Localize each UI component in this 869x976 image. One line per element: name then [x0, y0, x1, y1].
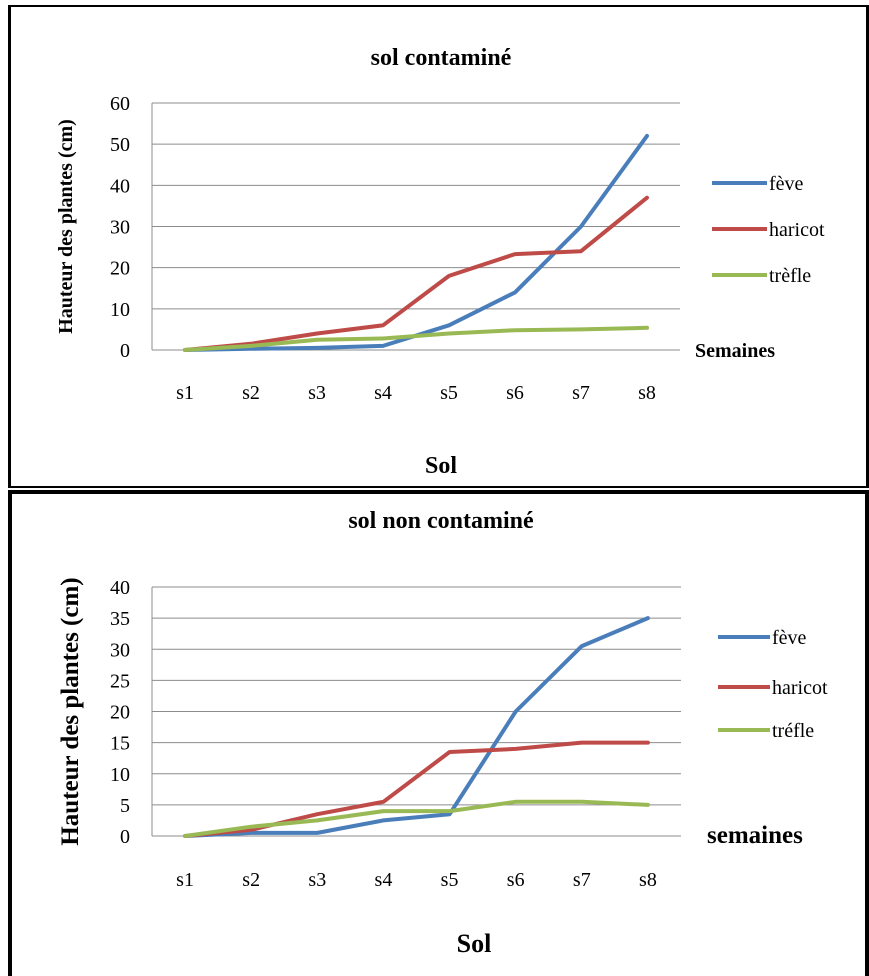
legend-label: haricot [769, 219, 825, 241]
y-tick-label: 20 [110, 258, 130, 280]
y-tick-label: 30 [110, 639, 130, 661]
x-tick-label: s4 [375, 869, 393, 891]
legend-label: trèfle [769, 265, 811, 287]
y-tick-label: 50 [110, 134, 130, 156]
x-tick-label: s7 [573, 869, 591, 891]
x-tick-label: s6 [507, 869, 525, 891]
y-tick-label: 35 [110, 608, 130, 630]
x-tick-label: s4 [374, 382, 392, 404]
chart-title: sol non contaminé [348, 508, 534, 534]
x-axis-side-label: Semaines [695, 340, 775, 362]
x-axis-label: Sol [425, 453, 457, 479]
y-tick-label: 40 [110, 175, 130, 197]
x-tick-label: s2 [242, 869, 260, 891]
y-tick-label: 10 [110, 299, 130, 321]
y-tick-label: 30 [110, 217, 130, 239]
x-tick-label: s6 [506, 382, 524, 404]
series-line-1 [183, 133, 649, 352]
series-line-3 [183, 325, 649, 352]
x-tick-label: s1 [176, 382, 194, 404]
series-line-2 [183, 740, 650, 838]
y-tick-label: 5 [120, 795, 130, 817]
x-tick-label: s5 [441, 869, 459, 891]
series-line-2 [183, 195, 649, 352]
y-tick-label: 60 [110, 93, 130, 115]
x-tick-label: s8 [638, 382, 656, 404]
x-axis-side-label: semaines [707, 822, 803, 849]
legend-label: fève [769, 173, 804, 195]
x-tick-label: s8 [639, 869, 657, 891]
y-axis-label: Hauteur des plantes (cm) [55, 119, 77, 334]
y-tick-label: 25 [110, 670, 130, 692]
chart-1: sol contaminé 0 10 20 30 40 50 60 s1 s2 s3 s4 s5 s6 s7… [55, 45, 825, 479]
y-tick-label: 40 [110, 577, 130, 599]
x-tick-label: s7 [572, 382, 590, 404]
y-tick-label: 10 [110, 764, 130, 786]
y-tick-label: 0 [120, 340, 130, 362]
series-line-1 [183, 616, 650, 838]
x-axis-label: Sol [457, 929, 492, 958]
legend-label: fève [772, 627, 807, 649]
legend-label: tréfle [772, 720, 814, 742]
x-tick-label: s1 [176, 869, 194, 891]
x-tick-label: s3 [308, 869, 326, 891]
chart-title: sol contaminé [371, 45, 512, 71]
y-tick-label: 15 [110, 733, 130, 755]
legend-label: haricot [772, 677, 828, 699]
y-tick-label: 20 [110, 702, 130, 724]
chart-2: sol non contaminé 0 5 10 15 20 25 30 35 40 s1 s2 s3 s… [57, 508, 828, 958]
x-tick-label: s3 [308, 382, 326, 404]
y-axis-label: Hauteur des plantes (cm) [57, 577, 84, 845]
x-tick-label: s2 [242, 382, 260, 404]
y-tick-label: 0 [120, 826, 130, 848]
series-line-3 [183, 799, 650, 838]
x-tick-label: s5 [440, 382, 458, 404]
